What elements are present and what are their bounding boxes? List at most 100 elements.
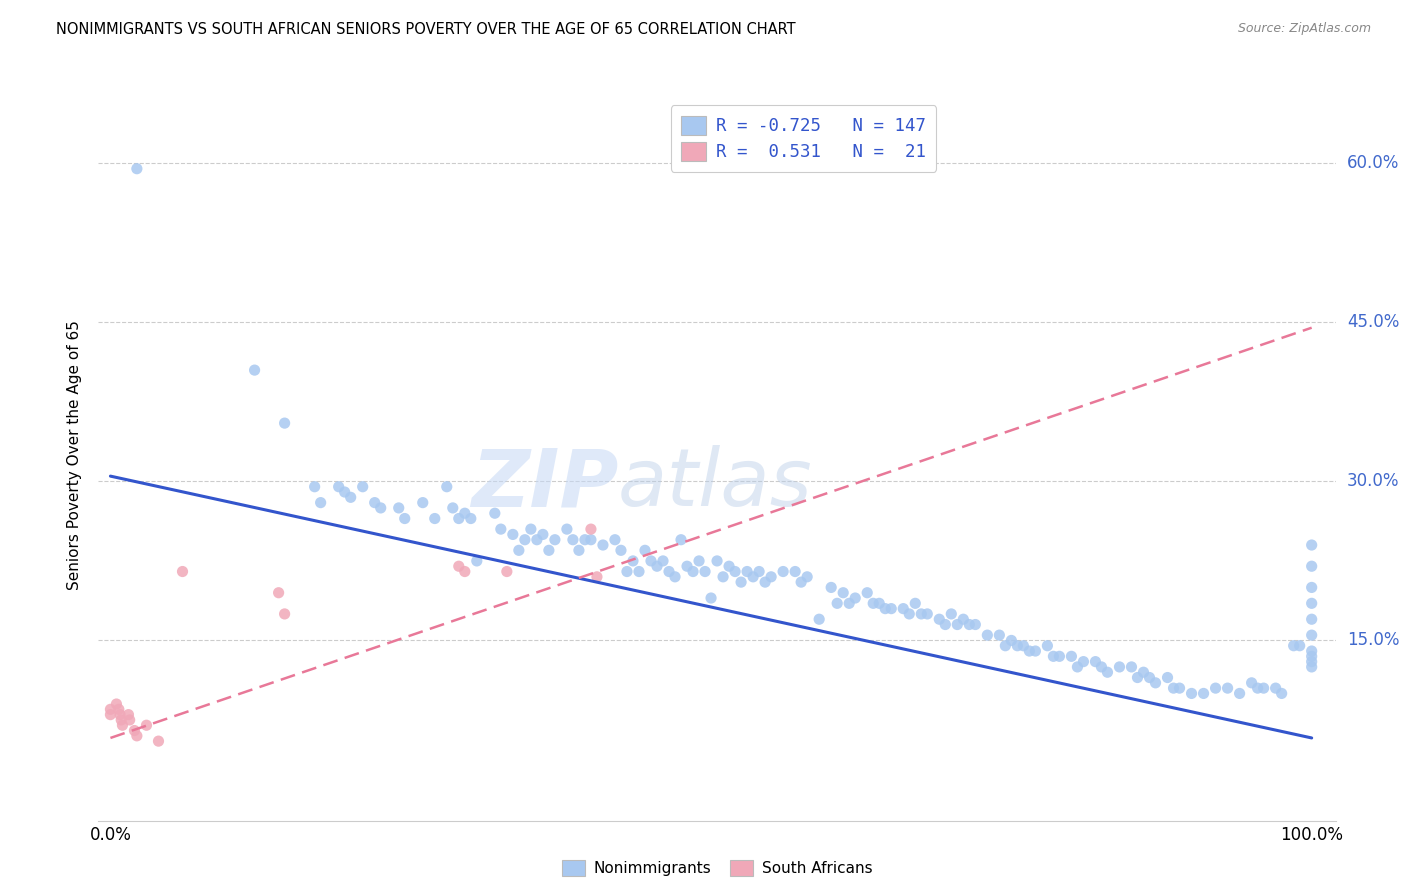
Point xyxy=(880,601,903,615)
Point xyxy=(339,491,361,505)
Point xyxy=(148,734,170,748)
Point xyxy=(412,495,434,509)
Point xyxy=(724,565,747,579)
Point xyxy=(561,533,583,547)
Point xyxy=(513,533,536,547)
Point xyxy=(273,416,295,430)
Point xyxy=(100,707,122,722)
Point xyxy=(688,554,710,568)
Point xyxy=(825,596,848,610)
Point xyxy=(579,522,602,536)
Point xyxy=(957,617,980,632)
Point xyxy=(460,511,482,525)
Point xyxy=(796,570,818,584)
Point xyxy=(669,533,692,547)
Point xyxy=(1156,671,1178,685)
Point xyxy=(454,506,477,520)
Point xyxy=(868,596,890,610)
Point xyxy=(706,554,728,568)
Point xyxy=(1012,639,1035,653)
Point xyxy=(436,480,458,494)
Point xyxy=(616,565,638,579)
Point xyxy=(994,639,1017,653)
Point xyxy=(574,533,596,547)
Point xyxy=(1282,639,1305,653)
Point xyxy=(1121,660,1143,674)
Point xyxy=(273,607,295,621)
Point xyxy=(1301,644,1323,658)
Point xyxy=(1108,660,1130,674)
Point xyxy=(785,565,807,579)
Text: 15.0%: 15.0% xyxy=(1347,632,1399,649)
Text: 30.0%: 30.0% xyxy=(1347,473,1399,491)
Point xyxy=(441,500,464,515)
Point xyxy=(454,565,477,579)
Point xyxy=(502,527,524,541)
Point xyxy=(1288,639,1310,653)
Point xyxy=(1301,596,1323,610)
Point xyxy=(676,559,699,574)
Point xyxy=(508,543,530,558)
Point xyxy=(988,628,1011,642)
Point xyxy=(1024,644,1046,658)
Point xyxy=(1036,639,1059,653)
Point xyxy=(772,565,794,579)
Point xyxy=(579,533,602,547)
Point xyxy=(1047,649,1070,664)
Point xyxy=(652,554,675,568)
Point xyxy=(1246,681,1268,695)
Point xyxy=(952,612,974,626)
Point xyxy=(586,570,609,584)
Point xyxy=(135,718,157,732)
Point xyxy=(172,565,194,579)
Point xyxy=(1216,681,1239,695)
Text: 45.0%: 45.0% xyxy=(1347,313,1399,332)
Point xyxy=(484,506,506,520)
Point xyxy=(621,554,644,568)
Point xyxy=(1301,559,1323,574)
Point xyxy=(1301,581,1323,595)
Point xyxy=(759,570,782,584)
Point xyxy=(808,612,831,626)
Point xyxy=(1264,681,1286,695)
Point xyxy=(1139,671,1161,685)
Point xyxy=(844,591,866,605)
Point xyxy=(610,543,633,558)
Point xyxy=(856,585,879,599)
Point xyxy=(1301,655,1323,669)
Point xyxy=(1301,628,1323,642)
Point xyxy=(592,538,614,552)
Point xyxy=(1253,681,1275,695)
Point xyxy=(568,543,591,558)
Text: ZIP: ZIP xyxy=(471,445,619,524)
Point xyxy=(627,565,650,579)
Point xyxy=(640,554,662,568)
Point xyxy=(904,596,927,610)
Point xyxy=(862,596,884,610)
Point xyxy=(748,565,770,579)
Point xyxy=(1301,612,1323,626)
Text: Source: ZipAtlas.com: Source: ZipAtlas.com xyxy=(1237,22,1371,36)
Point xyxy=(976,628,998,642)
Point xyxy=(910,607,932,621)
Point xyxy=(309,495,332,509)
Point xyxy=(105,697,128,711)
Point xyxy=(711,570,734,584)
Point xyxy=(1132,665,1154,680)
Point xyxy=(267,585,290,599)
Point xyxy=(118,713,141,727)
Point xyxy=(693,565,716,579)
Point xyxy=(965,617,987,632)
Point xyxy=(489,522,512,536)
Legend: Nonimmigrants, South Africans: Nonimmigrants, South Africans xyxy=(555,855,879,882)
Point xyxy=(898,607,921,621)
Point xyxy=(520,522,543,536)
Point xyxy=(1163,681,1185,695)
Point xyxy=(838,596,860,610)
Point xyxy=(555,522,578,536)
Point xyxy=(1229,686,1251,700)
Point xyxy=(108,702,131,716)
Point xyxy=(304,480,326,494)
Point xyxy=(352,480,374,494)
Point xyxy=(664,570,686,584)
